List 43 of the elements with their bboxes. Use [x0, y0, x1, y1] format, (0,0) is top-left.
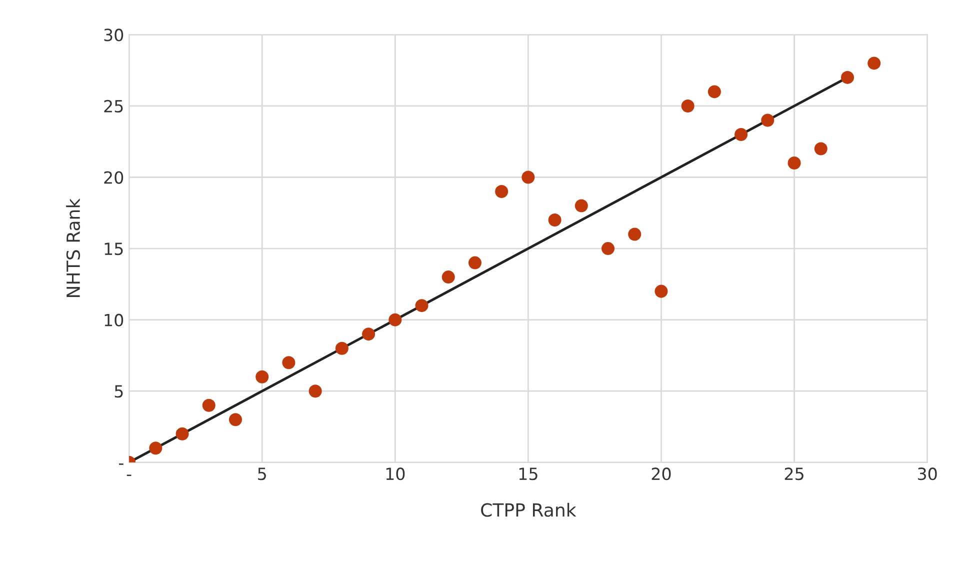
point [362, 328, 376, 341]
point [468, 256, 482, 270]
y-tick-label: 20 [104, 171, 124, 184]
y-tick-label: 15 [104, 242, 123, 256]
point [681, 99, 694, 112]
point [628, 228, 642, 241]
y-tick-label: 5 [114, 385, 123, 398]
point [654, 284, 668, 298]
point [761, 114, 774, 127]
point [495, 185, 508, 198]
y-tick-label: 10 [104, 314, 124, 326]
point [149, 442, 162, 455]
point [602, 242, 615, 256]
x-tick-label: 15 [519, 468, 538, 480]
y-tick-label: - [119, 464, 124, 465]
y-tick-label: 30 [104, 28, 124, 42]
point [228, 413, 242, 426]
point [202, 398, 216, 412]
point [335, 342, 348, 355]
point [282, 356, 296, 370]
y-tick-label: 25 [104, 100, 123, 113]
x-tick-label: 25 [784, 468, 804, 480]
x-tick-label: 5 [258, 468, 266, 480]
x-tick-label: 20 [652, 468, 671, 480]
point [548, 214, 562, 227]
y-axis-title: NHTS Rank [66, 198, 80, 297]
x-tick-label: 30 [918, 468, 937, 480]
point [442, 270, 455, 284]
point [788, 156, 801, 170]
point [415, 299, 428, 312]
point [840, 70, 854, 84]
point [708, 85, 721, 98]
point [388, 313, 402, 326]
point [308, 384, 322, 398]
x-axis-title: CTPP Rank [481, 502, 576, 517]
point [734, 128, 748, 141]
point [814, 142, 828, 156]
point [256, 370, 269, 384]
x-tick-label: 10 [386, 468, 405, 480]
point [522, 170, 535, 184]
point [574, 199, 588, 212]
point [868, 56, 881, 70]
point [176, 427, 189, 440]
